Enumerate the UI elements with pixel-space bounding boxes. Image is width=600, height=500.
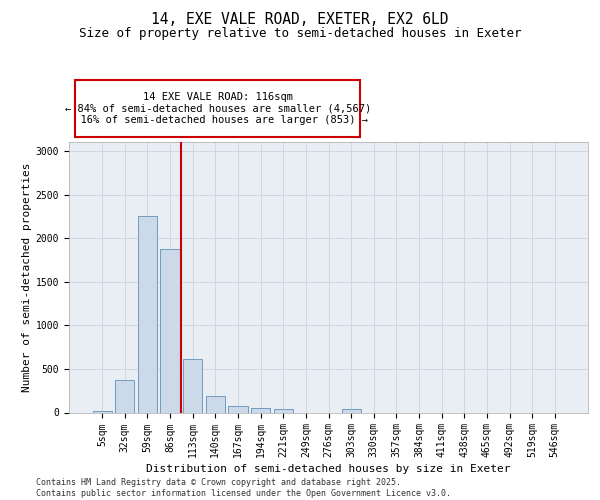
Text: Contains HM Land Registry data © Crown copyright and database right 2025.
Contai: Contains HM Land Registry data © Crown c… bbox=[36, 478, 451, 498]
Bar bbox=[138, 216, 157, 412]
Y-axis label: Number of semi-detached properties: Number of semi-detached properties bbox=[22, 163, 32, 392]
Bar bbox=[160, 249, 180, 412]
Bar bbox=[251, 408, 270, 412]
Text: Size of property relative to semi-detached houses in Exeter: Size of property relative to semi-detach… bbox=[79, 28, 521, 40]
Bar bbox=[206, 396, 225, 412]
Bar bbox=[341, 409, 361, 412]
Bar bbox=[92, 411, 112, 412]
X-axis label: Distribution of semi-detached houses by size in Exeter: Distribution of semi-detached houses by … bbox=[146, 464, 511, 474]
Bar bbox=[274, 409, 293, 412]
Bar bbox=[115, 380, 134, 412]
Text: 14 EXE VALE ROAD: 116sqm
← 84% of semi-detached houses are smaller (4,567)
  16%: 14 EXE VALE ROAD: 116sqm ← 84% of semi-d… bbox=[65, 92, 371, 126]
Bar bbox=[183, 358, 202, 412]
Text: 14, EXE VALE ROAD, EXETER, EX2 6LD: 14, EXE VALE ROAD, EXETER, EX2 6LD bbox=[151, 12, 449, 28]
Bar bbox=[229, 406, 248, 412]
